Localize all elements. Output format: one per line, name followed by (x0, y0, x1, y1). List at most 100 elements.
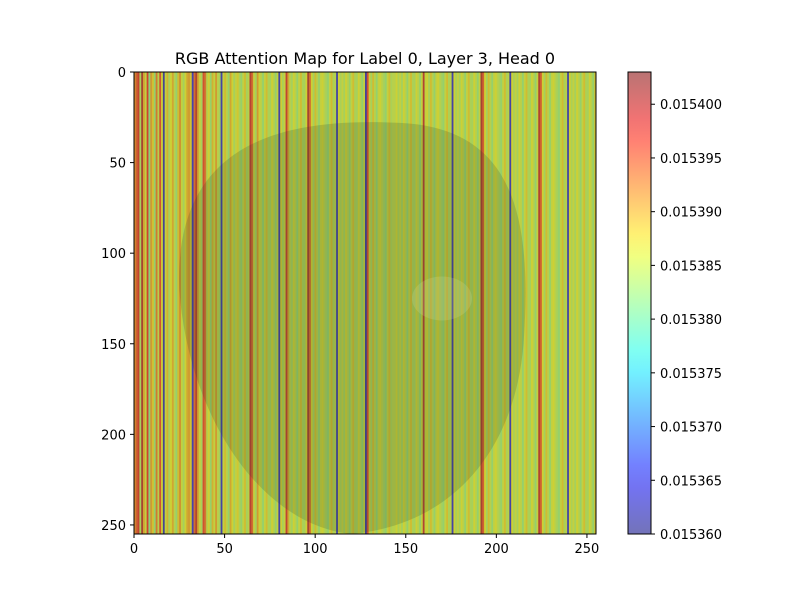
heatmap-column (505, 72, 508, 534)
heatmap-column (547, 72, 550, 534)
x-axis: 0 50 100 150 200 250 (130, 534, 599, 557)
heatmap-column (577, 72, 581, 534)
heatmap-column (460, 72, 463, 534)
heatmap-column (451, 72, 454, 534)
y-tick-label: 0 (118, 66, 126, 81)
heatmap-column (525, 72, 528, 534)
heatmap-column (173, 72, 176, 534)
heatmap-column (198, 72, 202, 534)
x-tick-label: 200 (484, 542, 509, 557)
heatmap-column (220, 72, 223, 534)
x-tick-label: 0 (130, 542, 138, 557)
heatmap-column (438, 72, 442, 534)
heatmap-column (406, 72, 409, 534)
heatmap-column (401, 72, 404, 534)
heatmap-column (518, 72, 521, 534)
heatmap-column (509, 72, 512, 534)
heatmap-column (435, 72, 438, 534)
heatmap-column (146, 72, 149, 534)
heatmap-column (411, 72, 415, 534)
heatmap-column (352, 72, 355, 534)
heatmap-column (135, 72, 138, 534)
colorbar-gradient (628, 72, 651, 534)
heatmap-column (536, 72, 539, 534)
heatmap-column (177, 72, 180, 534)
heatmap-column (426, 72, 429, 534)
heatmap-column (296, 72, 299, 534)
heatmap-column (272, 72, 276, 534)
heatmap-column (424, 72, 427, 534)
heatmap-column (377, 72, 380, 534)
heatmap-column (404, 72, 407, 534)
heatmap-column (346, 72, 350, 534)
heatmap-column (312, 72, 315, 534)
heatmap-column (300, 72, 303, 534)
heatmap-column (482, 72, 485, 534)
heatmap-column (552, 72, 555, 534)
heatmap-column (581, 72, 584, 534)
heatmap-column (374, 72, 377, 534)
heatmap-column (415, 72, 418, 534)
heatmap-column (157, 72, 160, 534)
heatmap-column (366, 72, 369, 534)
heatmap-column (258, 72, 261, 534)
heatmap-column (384, 72, 388, 534)
heatmap-column (327, 72, 330, 534)
heatmap-column (381, 72, 384, 534)
heatmap-column (550, 72, 554, 534)
heatmap-column (489, 72, 492, 534)
heatmap-column (350, 72, 353, 534)
heatmap-column (386, 72, 389, 534)
heatmap-column (428, 72, 431, 534)
heatmap-column (247, 72, 250, 534)
heatmap-column (429, 72, 433, 534)
heatmap-column (226, 72, 229, 534)
heatmap-column (161, 72, 164, 534)
heatmap-column (543, 72, 546, 534)
heatmap-column (330, 72, 333, 534)
heatmap-column (410, 72, 413, 534)
heatmap-column (289, 72, 292, 534)
heatmap-column (323, 72, 326, 534)
heatmap-column (189, 72, 193, 534)
y-tick-label: 50 (109, 157, 126, 172)
heatmap-column (368, 72, 371, 534)
heatmap-column (469, 72, 472, 534)
heatmap-column (554, 72, 557, 534)
heatmap-column (529, 72, 532, 534)
image-silhouette (179, 122, 526, 534)
heatmap-column (516, 72, 519, 534)
heatmap-column (507, 72, 510, 534)
heatmap-column (298, 72, 301, 534)
colorbar-tick-label: 0.015365 (660, 474, 722, 489)
heatmap-column (294, 72, 297, 534)
heatmap-column (372, 72, 375, 534)
heatmap-column (162, 72, 166, 534)
heatmap-column (464, 72, 467, 534)
heatmap-column (184, 72, 187, 534)
heatmap-column (583, 72, 586, 534)
heatmap-column (473, 72, 476, 534)
heatmap-column (419, 72, 422, 534)
heatmap-column (253, 72, 256, 534)
heatmap-column (541, 72, 545, 534)
heatmap-column (337, 72, 341, 534)
colorbar-ticks: 0.015360 0.015365 0.015370 0.015375 0.015380… (651, 98, 722, 543)
heatmap-column (211, 72, 214, 534)
heatmap-column (168, 72, 171, 534)
heatmap-column (395, 72, 398, 534)
heatmap-column (291, 72, 294, 534)
heatmap-column (321, 72, 324, 534)
heatmap-column (170, 72, 173, 534)
heatmap-column (269, 72, 272, 534)
y-tick-label: 100 (101, 247, 126, 262)
heatmap-column (408, 72, 411, 534)
heatmap-column (565, 72, 568, 534)
heatmap-column (260, 72, 263, 534)
heatmap-column (175, 72, 178, 534)
heatmap-column (534, 72, 537, 534)
heatmap-column (155, 72, 158, 534)
heatmap-column (485, 72, 489, 534)
colorbar-tick-label: 0.015395 (660, 152, 722, 167)
heatmap-column (359, 72, 362, 534)
